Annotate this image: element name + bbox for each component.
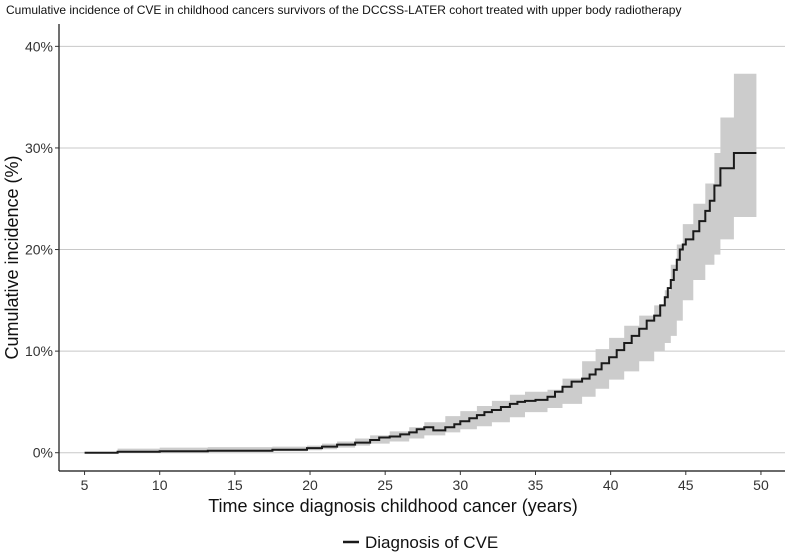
- grid-lines: [59, 45, 785, 454]
- confidence-band: [84, 73, 757, 453]
- x-tick-label: 30: [453, 477, 469, 493]
- x-tick-label: 15: [227, 477, 243, 493]
- x-tick-label: 10: [152, 477, 168, 493]
- y-tick-label: 0%: [33, 445, 53, 461]
- y-tick-label: 10%: [25, 343, 53, 359]
- confidence-band-group: [84, 73, 757, 453]
- x-tick-label: 50: [753, 477, 769, 493]
- x-tick-label: 40: [603, 477, 619, 493]
- x-tick-label: 5: [81, 477, 89, 493]
- x-tick-label: 35: [528, 477, 544, 493]
- x-axis-ticks: 5 10 15 20 25 30 35 40 45 50: [81, 471, 769, 493]
- legend: Diagnosis of CVE: [343, 533, 498, 552]
- y-tick-label: 40%: [25, 38, 53, 54]
- axes: [58, 24, 785, 472]
- y-tick-label: 30%: [25, 140, 53, 156]
- chart-title: Cumulative incidence of CVE in childhood…: [6, 3, 682, 17]
- x-axis-title: Time since diagnosis childhood cancer (y…: [208, 496, 578, 516]
- series-lines: [84, 152, 757, 454]
- y-axis-ticks: 0% 10% 20% 30% 40%: [25, 38, 59, 461]
- x-tick-label: 45: [678, 477, 694, 493]
- series-line-0: [84, 152, 757, 454]
- legend-label: Diagnosis of CVE: [365, 533, 498, 552]
- y-axis-title: Cumulative incidence (%): [2, 155, 22, 359]
- x-tick-label: 25: [377, 477, 393, 493]
- y-tick-label: 20%: [25, 242, 53, 258]
- x-tick-label: 20: [302, 477, 318, 493]
